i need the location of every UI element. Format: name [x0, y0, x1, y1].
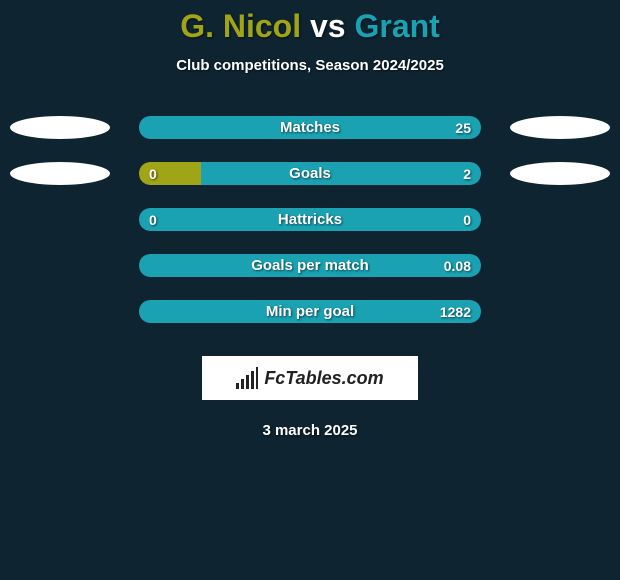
player2-name: Grant	[354, 8, 439, 44]
stat-label: Matches	[139, 116, 481, 139]
stat-bar: 1282Min per goal	[139, 300, 481, 323]
logo-text: FcTables.com	[264, 368, 383, 389]
player1-marker	[10, 300, 110, 323]
comparison-title: G. Nicol vs Grant	[180, 8, 440, 45]
player2-marker	[510, 208, 610, 231]
player1-name: G. Nicol	[180, 8, 301, 44]
player1-marker	[10, 254, 110, 277]
stat-label: Goals	[139, 162, 481, 185]
stats-chart: 25Matches 02Goals 00Hattricks 0.08Goals per…	[0, 116, 620, 346]
subtitle: Club competitions, Season 2024/2025	[176, 57, 444, 74]
player1-marker	[10, 208, 110, 231]
stat-row: 00Hattricks	[0, 208, 620, 231]
snapshot-date: 3 march 2025	[262, 422, 357, 439]
stat-row: 1282Min per goal	[0, 300, 620, 323]
vs-text: vs	[310, 8, 346, 44]
player1-marker	[10, 162, 110, 185]
player2-marker	[510, 300, 610, 323]
stat-label: Hattricks	[139, 208, 481, 231]
stat-label: Goals per match	[139, 254, 481, 277]
stat-bar: 02Goals	[139, 162, 481, 185]
player2-marker	[510, 116, 610, 139]
player2-marker	[510, 254, 610, 277]
stat-row: 02Goals	[0, 162, 620, 185]
player1-marker	[10, 116, 110, 139]
bar-chart-icon	[236, 367, 258, 389]
stat-row: 25Matches	[0, 116, 620, 139]
stat-bar: 0.08Goals per match	[139, 254, 481, 277]
stat-bar: 00Hattricks	[139, 208, 481, 231]
fctables-logo: FcTables.com	[202, 356, 418, 400]
player2-marker	[510, 162, 610, 185]
stat-bar: 25Matches	[139, 116, 481, 139]
stat-row: 0.08Goals per match	[0, 254, 620, 277]
stat-label: Min per goal	[139, 300, 481, 323]
